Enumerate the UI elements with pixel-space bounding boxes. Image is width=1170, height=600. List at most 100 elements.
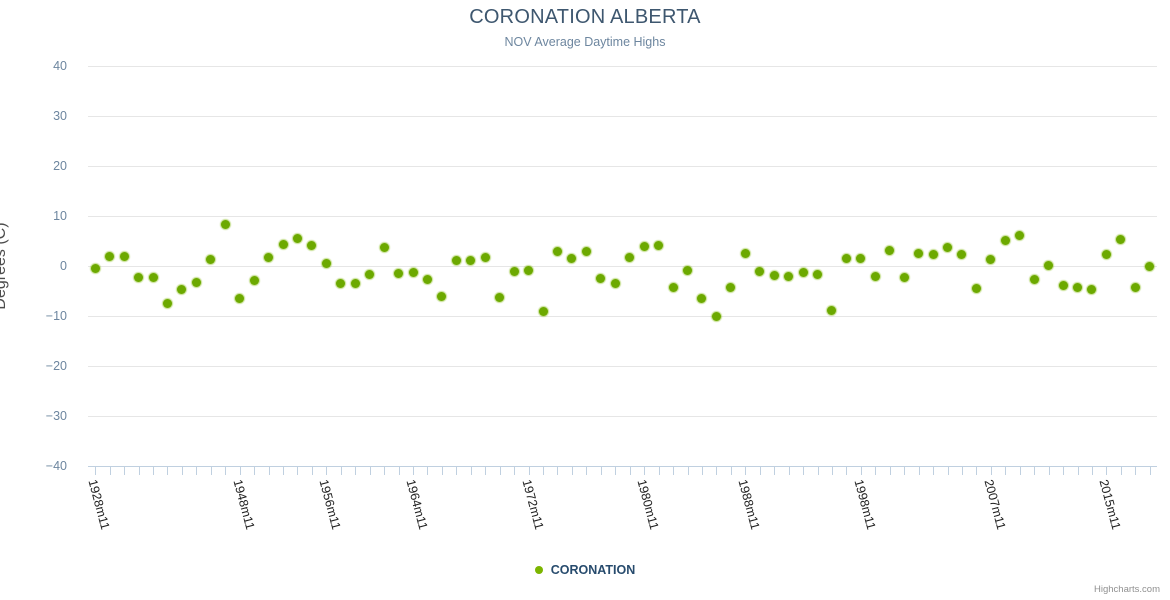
x-axis-tick <box>355 467 357 475</box>
data-point[interactable] <box>711 311 721 321</box>
data-point[interactable] <box>466 255 476 265</box>
data-point[interactable] <box>1101 249 1111 259</box>
data-point[interactable] <box>509 267 519 276</box>
data-point[interactable] <box>538 306 548 316</box>
data-point[interactable] <box>292 233 302 243</box>
data-point[interactable] <box>769 271 779 280</box>
x-axis-tick <box>210 467 212 475</box>
data-point[interactable] <box>524 266 534 275</box>
data-point[interactable] <box>148 273 158 282</box>
data-point[interactable] <box>336 279 346 288</box>
data-point[interactable] <box>856 253 866 263</box>
data-point[interactable] <box>654 240 664 250</box>
x-axis-tick <box>196 467 198 475</box>
data-point[interactable] <box>1044 260 1054 270</box>
data-point[interactable] <box>408 268 418 277</box>
data-point[interactable] <box>899 272 909 282</box>
data-point[interactable] <box>552 246 562 256</box>
x-axis-tick-label: 1980m11 <box>634 478 662 532</box>
data-point[interactable] <box>1145 261 1155 271</box>
data-point[interactable] <box>813 270 823 279</box>
data-point[interactable] <box>451 256 461 265</box>
legend-marker-icon <box>534 565 543 574</box>
data-point[interactable] <box>1015 230 1025 240</box>
data-point[interactable] <box>206 254 216 264</box>
data-point[interactable] <box>350 278 360 288</box>
data-point[interactable] <box>625 253 635 262</box>
data-point[interactable] <box>957 249 967 259</box>
data-point[interactable] <box>639 242 649 251</box>
legend-item-coronation[interactable]: CORONATION <box>534 562 635 577</box>
x-axis-tick <box>283 467 285 475</box>
data-point[interactable] <box>1029 275 1039 284</box>
data-point[interactable] <box>495 292 505 302</box>
data-point[interactable] <box>870 271 880 281</box>
data-point[interactable] <box>668 282 678 292</box>
data-point[interactable] <box>105 251 115 261</box>
data-point[interactable] <box>971 284 981 293</box>
data-point[interactable] <box>914 249 924 258</box>
y-axis-tick-label: 40 <box>53 59 67 73</box>
x-axis-tick <box>774 467 776 475</box>
data-point[interactable] <box>784 271 794 281</box>
y-gridline <box>88 266 1157 267</box>
data-point[interactable] <box>928 249 938 259</box>
data-point[interactable] <box>422 274 432 284</box>
data-point[interactable] <box>885 245 895 255</box>
x-axis-tick <box>831 467 833 475</box>
x-axis-tick <box>528 467 530 475</box>
data-point[interactable] <box>798 267 808 277</box>
data-point[interactable] <box>567 254 577 263</box>
data-point[interactable] <box>220 220 230 229</box>
data-point[interactable] <box>986 254 996 264</box>
x-axis-tick <box>918 467 920 475</box>
x-axis-tick-label: 1956m11 <box>316 478 344 532</box>
data-point[interactable] <box>191 278 201 287</box>
x-axis-tick <box>673 467 675 475</box>
data-point[interactable] <box>134 272 144 282</box>
data-point[interactable] <box>755 266 765 276</box>
data-point[interactable] <box>365 270 375 279</box>
x-axis-tick <box>109 467 111 475</box>
data-point[interactable] <box>1130 283 1140 292</box>
x-axis-tick <box>1091 467 1093 475</box>
data-point[interactable] <box>697 294 707 303</box>
data-point[interactable] <box>162 299 172 308</box>
data-point[interactable] <box>1073 282 1083 292</box>
data-point[interactable] <box>827 306 837 315</box>
data-point[interactable] <box>480 252 490 262</box>
data-point[interactable] <box>249 276 259 285</box>
data-point[interactable] <box>596 273 606 283</box>
x-axis-tick <box>413 467 415 475</box>
x-axis-tick <box>1135 467 1137 475</box>
data-point[interactable] <box>235 293 245 303</box>
data-point[interactable] <box>1000 235 1010 245</box>
data-point[interactable] <box>90 263 100 273</box>
data-point[interactable] <box>177 284 187 294</box>
data-point[interactable] <box>943 243 953 252</box>
x-axis-tick <box>1005 467 1007 475</box>
data-point[interactable] <box>581 246 591 256</box>
x-axis-tick-label: 2007m11 <box>981 478 1009 532</box>
y-gridline <box>88 366 1157 367</box>
data-point[interactable] <box>726 283 736 292</box>
data-point[interactable] <box>321 258 331 268</box>
data-point[interactable] <box>610 279 620 288</box>
data-point[interactable] <box>307 241 317 250</box>
data-point[interactable] <box>394 268 404 278</box>
data-point[interactable] <box>1116 235 1126 244</box>
data-point[interactable] <box>278 240 288 249</box>
highcharts-credit[interactable]: Highcharts.com <box>1094 584 1160 595</box>
data-point[interactable] <box>841 253 851 263</box>
data-point[interactable] <box>740 248 750 258</box>
data-point[interactable] <box>437 292 447 301</box>
data-point[interactable] <box>1058 281 1068 290</box>
data-point[interactable] <box>119 252 129 261</box>
y-gridline <box>88 216 1157 217</box>
data-point[interactable] <box>264 252 274 262</box>
x-axis-tick <box>615 467 617 475</box>
data-point[interactable] <box>379 243 389 252</box>
data-point[interactable] <box>1087 285 1097 294</box>
y-gridline <box>88 166 1157 167</box>
data-point[interactable] <box>683 266 692 275</box>
